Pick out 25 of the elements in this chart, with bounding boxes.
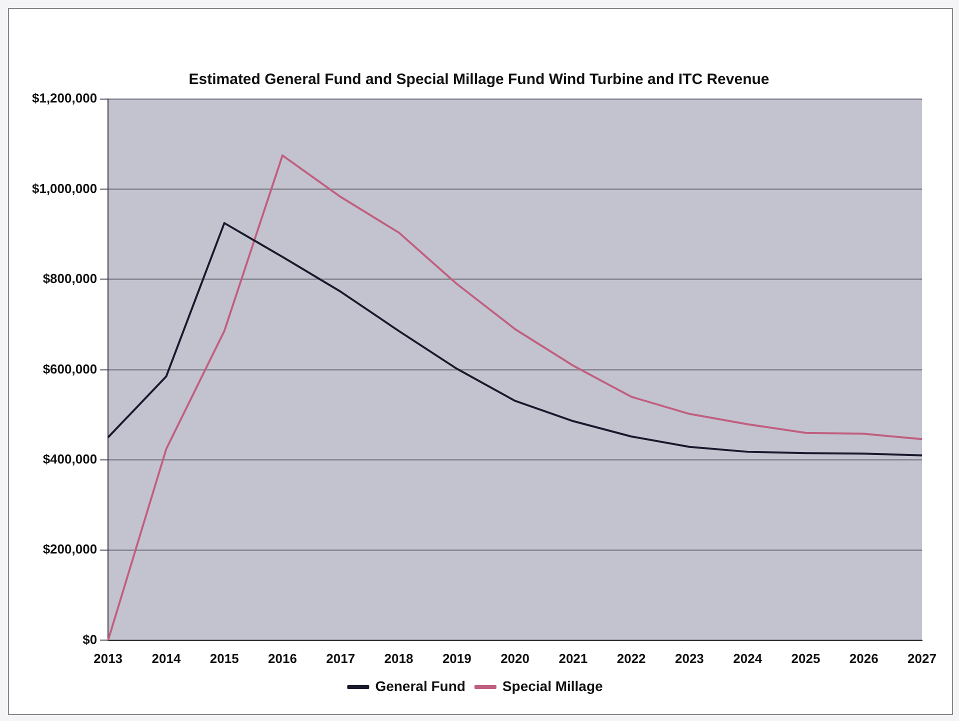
x-tick-label: 2023 — [674, 650, 704, 666]
x-tick-label: 2014 — [152, 650, 182, 666]
x-tick-label: 2016 — [268, 650, 297, 666]
x-tick-label: 2013 — [94, 650, 123, 666]
x-tick-label: 2019 — [442, 650, 472, 666]
y-tick-label: $200,000 — [42, 542, 98, 557]
x-tick-label: 2017 — [326, 650, 356, 666]
x-tick-label: 2026 — [849, 650, 878, 666]
x-tick-label: 2024 — [733, 650, 763, 666]
x-tick-label: 2018 — [384, 650, 414, 666]
x-tick-label: 2025 — [791, 650, 820, 666]
y-tick-label: $600,000 — [42, 361, 98, 376]
legend-label: Special Millage — [502, 678, 604, 694]
y-tick-label: $800,000 — [42, 271, 98, 286]
legend-label: General Fund — [375, 678, 466, 694]
x-tick-label: 2015 — [210, 650, 239, 666]
y-tick-label: $1,000,000 — [32, 180, 98, 196]
y-tick-label: $400,000 — [42, 452, 98, 467]
x-tick-label: 2027 — [908, 650, 936, 666]
x-tick-label: 2021 — [558, 650, 588, 666]
y-tick-label: $0 — [82, 632, 98, 647]
y-tick-label: $1,200,000 — [32, 90, 98, 106]
x-tick-label: 2020 — [500, 650, 530, 666]
x-tick-label: 2022 — [616, 650, 646, 666]
chart-title: Estimated General Fund and Special Millage Fund Wind Turbine and ITC Revenue — [188, 71, 770, 88]
